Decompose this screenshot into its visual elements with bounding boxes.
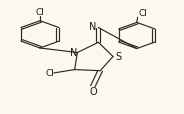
- Text: N: N: [70, 47, 77, 57]
- Text: Cl: Cl: [46, 68, 55, 77]
- Text: Cl: Cl: [139, 9, 148, 18]
- Text: O: O: [89, 86, 97, 96]
- Text: Cl: Cl: [36, 8, 44, 17]
- Text: S: S: [115, 52, 121, 61]
- Text: N: N: [89, 22, 96, 32]
